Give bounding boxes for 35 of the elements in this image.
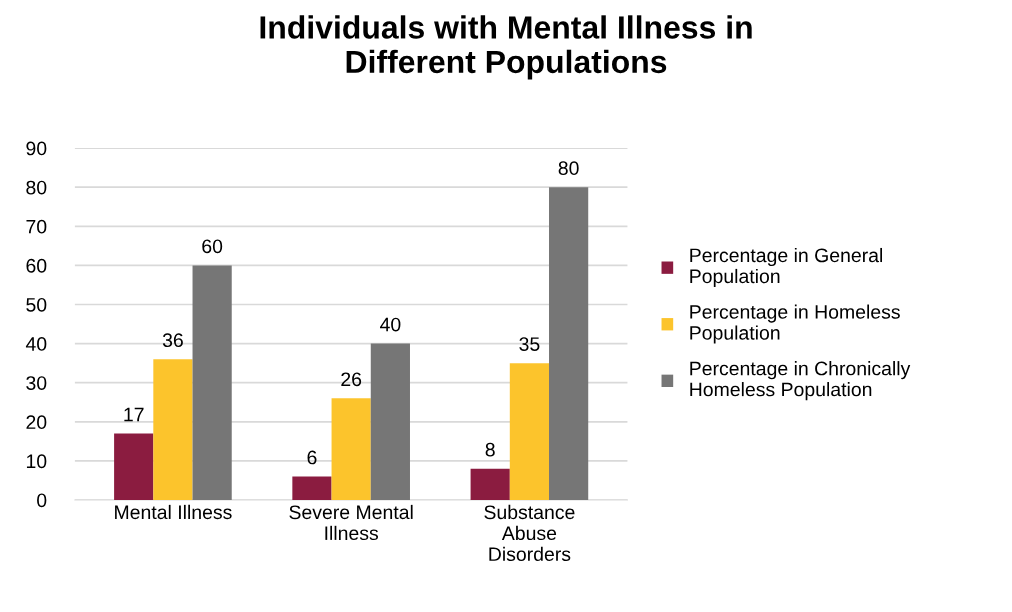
- y-tick-label: 70: [26, 219, 47, 234]
- x-tick-label: Substance Abuse Disorders: [484, 504, 575, 562]
- y-tick-label: 30: [26, 376, 47, 390]
- x-tick-label: Mental Illness: [115, 504, 232, 520]
- data-label: 35: [519, 337, 540, 351]
- bar: [331, 398, 371, 500]
- legend-label: Percentage in Chronically Homeless Population: [690, 361, 911, 401]
- bar: [292, 476, 332, 500]
- bar: [549, 187, 589, 500]
- bar: [370, 343, 410, 500]
- y-tick-label: 40: [25, 337, 47, 351]
- legend-label: Percentage in Homeless Population: [690, 304, 900, 344]
- y-tick-label: 20: [26, 415, 47, 430]
- bar: [192, 265, 232, 500]
- data-label: 6: [307, 450, 317, 465]
- data-label: 80: [558, 161, 579, 176]
- y-tick-label: 10: [26, 454, 47, 469]
- y-tick-label: 50: [26, 297, 47, 312]
- bar: [509, 363, 550, 500]
- data-label: 60: [202, 239, 223, 254]
- data-label: 36: [162, 333, 183, 348]
- data-label: 17: [124, 407, 144, 422]
- y-tick-label: 60: [26, 258, 47, 273]
- y-tick-label: 80: [26, 180, 47, 195]
- data-label: 26: [341, 372, 362, 387]
- bar: [470, 468, 510, 500]
- chart-title: Individuals with Mental Illness in Different Populations: [260, 15, 752, 80]
- bar: [153, 359, 193, 500]
- data-label: 40: [380, 317, 401, 332]
- y-tick-label: 0: [37, 493, 47, 508]
- data-label: 8: [485, 442, 495, 457]
- legend-label: Percentage in General Population: [690, 247, 883, 288]
- x-tick-label: Severe Mental Illness: [289, 504, 413, 541]
- y-tick-label: 90: [26, 141, 47, 156]
- bar: [114, 433, 154, 500]
